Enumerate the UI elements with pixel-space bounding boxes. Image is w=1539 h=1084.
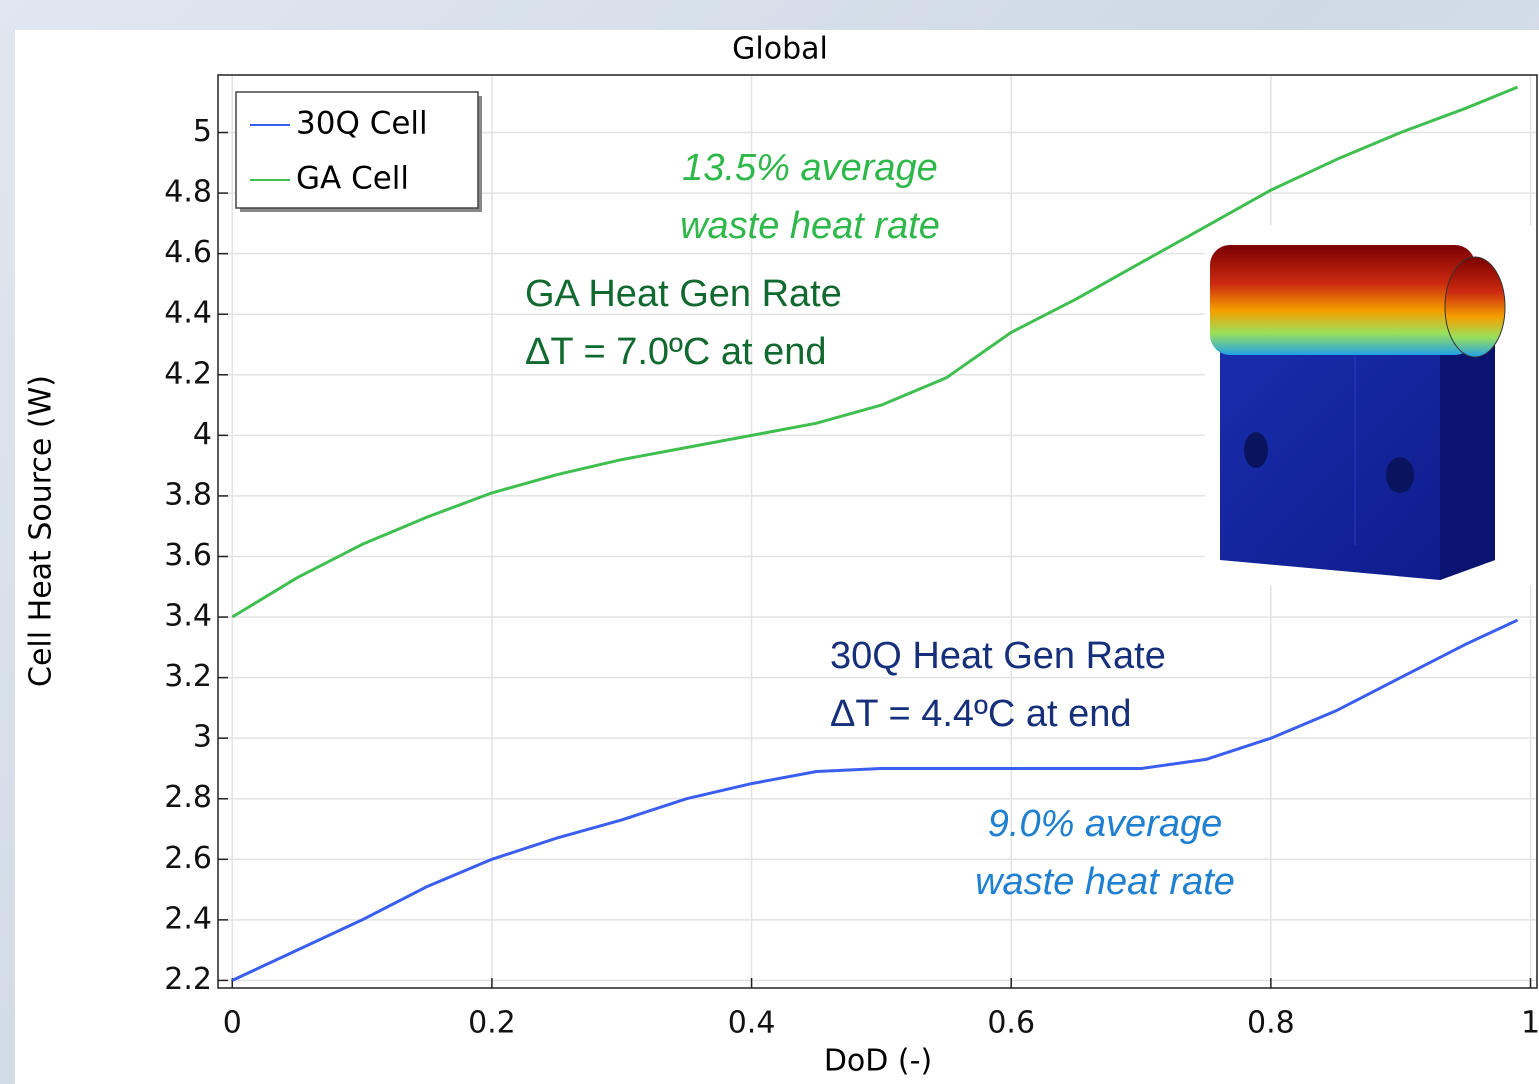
y-tick-label: 4.8 <box>164 175 212 210</box>
annotation: 13.5% average <box>682 147 938 189</box>
model-illustration <box>1205 225 1539 585</box>
x-axis-label: DoD (-) <box>824 1044 932 1079</box>
legend-label: GA Cell <box>296 161 409 197</box>
x-tick-label: 1 <box>1521 1006 1539 1041</box>
y-tick-label: 3 <box>193 720 212 755</box>
legend-label: 30Q Cell <box>296 106 428 142</box>
annotation: 30Q Heat Gen Rate <box>830 635 1166 677</box>
annotation: GA Heat Gen Rate <box>525 273 842 315</box>
x-tick-label: 0.4 <box>728 1006 776 1041</box>
y-tick-label: 4.2 <box>164 356 212 391</box>
y-tick-label: 4.4 <box>164 296 212 331</box>
chart: Global DoD (-) Cell Heat Source (W) 2.2 2… <box>0 0 1539 1084</box>
x-tick-label: 0.8 <box>1247 1006 1295 1041</box>
x-tick-label: 0.2 <box>468 1006 516 1041</box>
y-tick-label: 2.8 <box>164 780 212 815</box>
page: {"chart_data": { "type": "line", "title"… <box>0 0 1539 1084</box>
y-tick-label: 2.4 <box>164 901 212 936</box>
annotation: waste heat rate <box>975 861 1235 903</box>
y-tick-label: 3.8 <box>164 477 212 512</box>
x-tick-label: 0 <box>223 1006 242 1041</box>
annotation: waste heat rate <box>680 205 940 247</box>
y-tick-label: 2.6 <box>164 841 212 876</box>
y-tick-label: 3.6 <box>164 538 212 573</box>
y-tick-label: 3.4 <box>164 599 212 634</box>
y-tick-label: 3.2 <box>164 659 212 694</box>
annotation: 9.0% average <box>988 803 1223 845</box>
annotation: ΔT = 7.0ºC at end <box>525 331 827 373</box>
annotation: ΔT = 4.4ºC at end <box>830 693 1132 735</box>
chart-title: Global <box>732 32 828 67</box>
y-axis-label: Cell Heat Source (W) <box>24 375 59 687</box>
y-tick-label: 4.6 <box>164 235 212 270</box>
y-tick-label: 5 <box>193 114 212 149</box>
y-tick-label: 4 <box>193 417 212 452</box>
x-tick-label: 0.6 <box>987 1006 1035 1041</box>
y-tick-label: 2.2 <box>164 962 212 997</box>
